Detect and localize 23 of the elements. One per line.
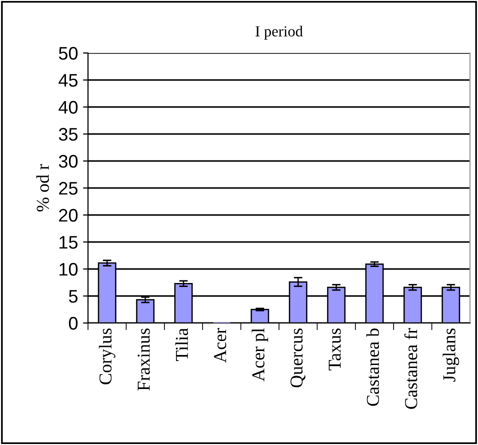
y-tick-label: 50 bbox=[58, 46, 78, 60]
x-tick-label: Juglans bbox=[442, 328, 460, 382]
y-tick-label: 10 bbox=[60, 262, 78, 276]
x-tick-label: Castanea b bbox=[366, 328, 380, 406]
y-axis-title: % od r bbox=[36, 164, 50, 212]
y-tick-label: 40 bbox=[58, 100, 78, 114]
x-tick-label: Taxus bbox=[328, 328, 341, 370]
x-tick-label: Castanea fr bbox=[404, 328, 418, 409]
y-tick-label: 20 bbox=[59, 208, 78, 222]
x-tick-label: Acer bbox=[214, 328, 226, 363]
y-tick-label: 35 bbox=[58, 128, 78, 141]
y-tick-label: 25 bbox=[59, 182, 78, 195]
x-tick-label: Quercus bbox=[290, 328, 306, 388]
x-tick-label: Tilia bbox=[175, 328, 188, 361]
y-tick-label: 15 bbox=[60, 236, 78, 249]
x-tick-label: Fraxinus bbox=[138, 328, 150, 391]
y-tick-label: 45 bbox=[58, 74, 78, 87]
y-tick-label: 0 bbox=[68, 316, 78, 330]
chart-title: I period bbox=[256, 26, 303, 40]
x-tick-label: Acer pl bbox=[252, 328, 268, 382]
y-tick-label: 5 bbox=[68, 290, 78, 303]
x-tick-label: Corylus bbox=[98, 328, 116, 384]
y-tick-label: 30 bbox=[58, 154, 78, 168]
